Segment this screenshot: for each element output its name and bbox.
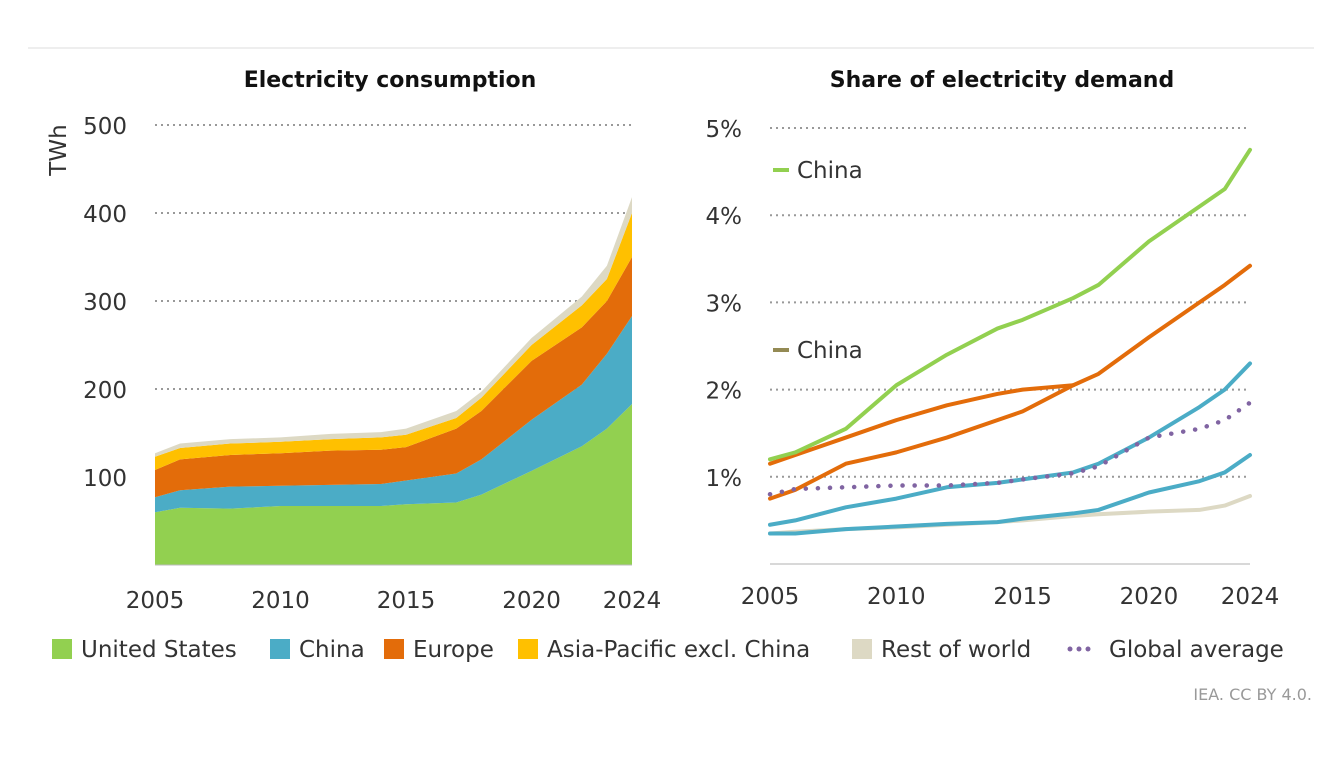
annotation-label: China: [797, 338, 863, 364]
right-chart: 1% 2% 3% 4% 5% China China 2005 2010 2015 2020 2024: [706, 117, 1280, 610]
legend-label: Global average: [1109, 637, 1284, 663]
legend-dot: [1067, 646, 1073, 652]
y-tick-label: 4%: [706, 204, 743, 230]
legend-swatch: [270, 639, 290, 659]
legend-swatch: [52, 639, 72, 659]
x-tick-label: 2015: [377, 588, 436, 614]
y-tick-label: 100: [83, 466, 127, 492]
source-note: IEA. CC BY 4.0.: [1193, 685, 1312, 704]
x-tick-label: 2020: [1120, 584, 1179, 610]
annotation-label: China: [797, 158, 863, 184]
x-tick-label: 2015: [993, 584, 1052, 610]
line-series: [768, 453, 1252, 536]
y-tick-label: 500: [83, 114, 127, 140]
y-tick-label: 5%: [706, 117, 743, 143]
legend: United States China Europe Asia-Pacific exc…: [52, 637, 1284, 663]
legend-label: United States: [81, 637, 237, 663]
legend-dot: [1076, 646, 1082, 652]
line-series: [768, 147, 1252, 462]
legend-label: Europe: [413, 637, 494, 663]
area-united-states: [155, 403, 632, 565]
left-chart-title: Electricity consumption: [244, 68, 537, 93]
x-tick-label: 2010: [867, 584, 926, 610]
y-tick-label: 3%: [706, 291, 743, 317]
line-series: [768, 383, 1076, 466]
legend-label: Rest of world: [881, 637, 1031, 663]
y-tick-label: 200: [83, 378, 127, 404]
y-tick-label: 1%: [706, 466, 743, 492]
x-tick-label: 2024: [603, 588, 662, 614]
area-europe: [155, 257, 632, 498]
line-global-average: [767, 400, 1253, 497]
legend-swatch: [384, 639, 404, 659]
line-series: [768, 263, 1252, 501]
area-asia-pacific-excl-china: [155, 213, 632, 470]
x-tick-label: 2010: [251, 588, 310, 614]
legend-swatch: [518, 639, 538, 659]
x-tick-label: 2024: [1221, 584, 1280, 610]
legend-label: China: [299, 637, 365, 663]
y-tick-label: 400: [83, 202, 127, 228]
legend-dot: [1085, 646, 1091, 652]
legend-swatch: [852, 639, 872, 659]
left-y-axis-label: TWh: [46, 124, 72, 176]
x-tick-label: 2005: [126, 588, 185, 614]
y-tick-label: 2%: [706, 379, 743, 405]
x-tick-label: 2020: [502, 588, 561, 614]
right-chart-title: Share of electricity demand: [830, 68, 1174, 93]
legend-label: Asia-Pacific excl. China: [547, 637, 810, 663]
x-tick-label: 2005: [741, 584, 800, 610]
y-tick-label: 300: [83, 290, 127, 316]
area-china: [155, 315, 632, 513]
line-series: [768, 361, 1252, 527]
left-chart: 100 200 300 400 500 2005 2010 2015 2020 2024: [83, 114, 661, 614]
